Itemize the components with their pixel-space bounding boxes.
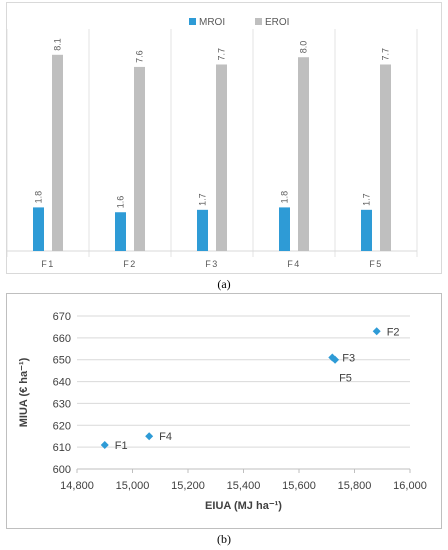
legend-swatch-eroi [255,18,262,25]
data-label-eroi-f3: 7.7 [217,48,227,61]
x-tick-label-f3: F3 [205,259,219,269]
bar-eroi-f5 [380,64,391,251]
point-label-f4: F4 [159,431,172,443]
point-label-f1: F1 [115,440,128,452]
caption-a: (a) [217,277,231,291]
point-label-f3: F3 [342,353,355,365]
bar-eroi-f4 [298,57,309,251]
point-label-f2: F2 [387,326,400,338]
x-tick-label: 14,800 [60,480,94,492]
scatter-point-f2 [372,327,381,336]
scatter-point-f1 [100,440,109,449]
bar-mroi-f4 [279,207,290,251]
bar-eroi-f3 [216,64,227,251]
scatter-point-f4 [145,432,154,441]
bar-eroi-f1 [52,54,63,251]
data-label-eroi-f1: 8.1 [53,38,63,51]
caption-b: (b) [217,532,231,546]
y-tick-label: 670 [53,311,71,323]
legend-swatch-mroi [189,18,196,25]
point-label-f5: F5 [339,373,352,385]
x-tick-label: 15,200 [171,480,205,492]
bar-chart: MROI EROI 1.8 8.1 F1 1.6 7.6 F2 1.7 7.7 F3 1.8 8.0 F4… [6,17,418,269]
y-tick-label: 640 [53,377,71,389]
x-tick-label: 15,600 [282,480,316,492]
x-tick-label: 15,400 [227,480,261,492]
x-tick-label-f4: F4 [287,259,301,269]
y-axis-title: MIUA (€ ha⁻¹) [18,357,30,427]
data-label-mroi-f4: 1.8 [280,191,290,204]
legend-label-mroi: MROI [199,17,225,28]
y-tick-label: 650 [53,355,71,367]
data-label-mroi-f5: 1.7 [362,193,372,206]
y-tick-label: 610 [53,442,71,454]
data-label-eroi-f4: 8.0 [299,41,309,54]
data-label-mroi-f3: 1.7 [198,193,208,206]
bar-eroi-f2 [134,66,145,252]
x-tick-label: 15,800 [338,480,372,492]
y-tick-label: 630 [53,398,71,410]
bar-mroi-f1 [33,207,44,251]
bar-mroi-f5 [361,209,372,251]
scatter-point-f5 [331,355,340,364]
bar-mroi-f2 [115,212,126,251]
data-label-mroi-f2: 1.6 [116,196,126,209]
data-label-eroi-f5: 7.7 [381,48,391,61]
scatter-chart-panel: 600 610 620 630 640 650 660 670 14,800 15,000 15,2… [6,293,442,529]
bar-mroi-f3 [197,209,208,251]
data-label-eroi-f2: 7.6 [135,50,145,63]
x-tick-label: 15,000 [116,480,150,492]
x-tick-label-f5: F5 [369,259,383,269]
y-tick-label: 660 [53,333,71,345]
x-tick-label-f2: F2 [123,259,137,269]
scatter-chart: 600 610 620 630 640 650 660 670 14,800 15,000 15,2… [18,311,427,512]
legend-label-eroi: EROI [265,17,289,28]
x-axis-title: EIUA (MJ ha⁻¹) [205,500,282,512]
y-tick-label: 600 [53,464,71,476]
data-label-mroi-f1: 1.8 [34,191,44,204]
y-tick-label: 620 [53,420,71,432]
x-tick-label: 16,000 [393,480,427,492]
bar-chart-panel: MROI EROI 1.8 8.1 F1 1.6 7.6 F2 1.7 7.7 F3 1.8 8.0 F4… [6,2,442,274]
x-tick-label-f1: F1 [41,259,55,269]
